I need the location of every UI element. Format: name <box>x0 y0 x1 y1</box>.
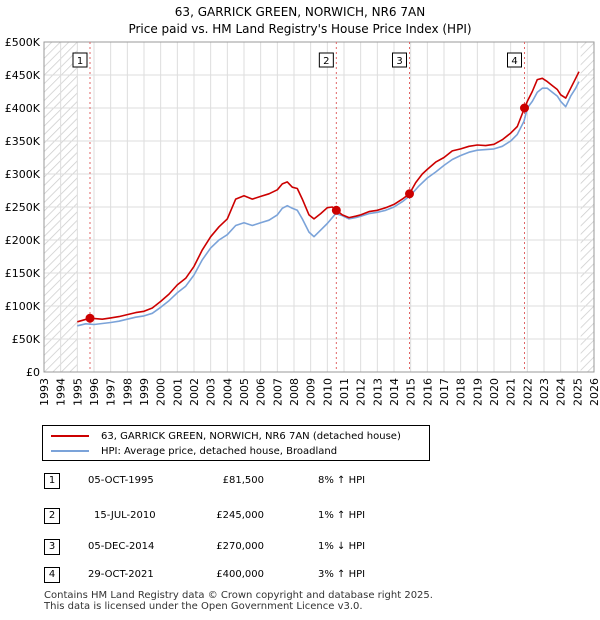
legend-swatch-hpi <box>51 450 89 452</box>
x-tick-label: 2004 <box>221 378 234 406</box>
legend-label-property: 63, GARRICK GREEN, NORWICH, NR6 7AN (det… <box>101 430 401 442</box>
price-chart: 63, GARRICK GREEN, NORWICH, NR6 7AN Pric… <box>5 5 600 406</box>
x-tick-label: 1993 <box>38 378 51 406</box>
sale-number: 1 <box>44 473 60 489</box>
x-tick-label: 1995 <box>71 378 84 406</box>
legend-item-hpi: HPI: Average price, detached house, Broa… <box>51 444 337 458</box>
y-tick-label: £350K <box>5 135 41 148</box>
x-tick-label: 2003 <box>205 378 218 406</box>
x-tick-label: 2001 <box>171 378 184 406</box>
sale-label-box <box>392 52 407 68</box>
x-tick-label: 2009 <box>305 378 318 406</box>
sale-point <box>405 189 414 199</box>
x-tick-label: 1997 <box>105 378 118 406</box>
y-tick-label: £0 <box>26 366 40 379</box>
x-tick-label: 2025 <box>571 378 584 406</box>
x-tick-label: 2022 <box>521 378 534 406</box>
sale-label: 3 <box>396 56 402 67</box>
legend-swatch-property <box>51 435 89 437</box>
sale-date: 05-OCT-1995 <box>88 475 154 486</box>
x-tick-label: 2000 <box>155 378 168 406</box>
sale-date: 05-DEC-2014 <box>88 541 155 552</box>
x-tick-label: 2015 <box>405 378 418 406</box>
footer: Contains HM Land Registry data © Crown c… <box>44 590 433 612</box>
sale-number: 4 <box>44 567 60 583</box>
plot-frame <box>43 41 595 373</box>
sale-label-box <box>318 52 334 68</box>
sale-price: £270,000 <box>216 541 264 552</box>
x-tick-label: 2007 <box>271 378 284 406</box>
x-tick-label: 2010 <box>321 378 334 406</box>
sale-label-box <box>507 52 522 68</box>
y-tick-label: £200K <box>5 234 41 247</box>
y-tick-label: £100K <box>5 300 41 313</box>
sale-hpi-change: 1% ↑ HPI <box>318 510 366 521</box>
x-tick-label: 2006 <box>255 378 268 406</box>
x-tick-label: 2020 <box>488 378 501 406</box>
x-tick-label: 2002 <box>188 378 201 406</box>
x-tick-label: 1999 <box>138 378 151 406</box>
sale-row: 3 05-DEC-2014 £270,000 1% ↓ HPI <box>0 538 600 558</box>
sale-hpi-change: 1% ↓ HPI <box>318 541 366 552</box>
sale-point <box>520 103 529 113</box>
y-tick-label: £450K <box>5 69 41 82</box>
sale-label: 2 <box>323 56 329 67</box>
sale-date: 29-OCT-2021 <box>88 569 154 580</box>
y-tick-label: £300K <box>5 168 41 181</box>
sale-hpi-change: 8% ↑ HPI <box>318 475 366 486</box>
sale-price: £81,500 <box>222 475 264 486</box>
x-tick-label: 2005 <box>238 378 251 406</box>
sale-number: 3 <box>44 539 60 555</box>
legend-item-property: 63, GARRICK GREEN, NORWICH, NR6 7AN (det… <box>51 429 401 443</box>
sale-hpi-change: 3% ↑ HPI <box>318 569 366 580</box>
y-tick-label: £50K <box>12 333 41 346</box>
x-tick-label: 2014 <box>388 378 401 406</box>
sale-label: 1 <box>77 56 83 67</box>
chart-subtitle: Price paid vs. HM Land Registry's House … <box>128 22 471 36</box>
x-tick-label: 2011 <box>338 378 351 406</box>
sale-point <box>331 205 341 215</box>
x-tick-label: 2018 <box>455 378 468 406</box>
sale-row: 4 29-OCT-2021 £400,000 3% ↑ HPI <box>0 566 600 586</box>
x-tick-label: 2019 <box>471 378 484 406</box>
sale-price: £245,000 <box>216 510 264 521</box>
sale-number: 2 <box>44 508 60 524</box>
x-tick-label: 2016 <box>421 378 434 406</box>
x-tick-label: 2013 <box>371 378 384 406</box>
sale-row: 2 15-JUL-2010 £245,000 1% ↑ HPI <box>0 507 600 527</box>
x-tick-label: 2008 <box>288 378 301 406</box>
x-tick-label: 1994 <box>55 378 68 406</box>
y-tick-label: £150K <box>5 267 41 280</box>
x-tick-label: 1998 <box>121 378 134 406</box>
x-tick-label: 2023 <box>538 378 551 406</box>
x-tick-label: 2021 <box>505 378 518 406</box>
sale-date: 15-JUL-2010 <box>94 510 156 521</box>
x-tick-label: 2017 <box>438 378 451 406</box>
chart-title: 63, GARRICK GREEN, NORWICH, NR6 7AN <box>175 5 425 19</box>
footer-licence: This data is licensed under the Open Gov… <box>44 601 363 612</box>
footer-copyright: Contains HM Land Registry data © Crown c… <box>44 590 433 601</box>
sale-price: £400,000 <box>216 569 264 580</box>
sale-label: 4 <box>511 56 517 67</box>
y-tick-label: £500K <box>5 36 41 49</box>
sale-row: 1 05-OCT-1995 £81,500 8% ↑ HPI <box>0 472 600 492</box>
sale-point <box>85 313 95 323</box>
x-tick-label: 2026 <box>588 378 600 406</box>
legend-label-hpi: HPI: Average price, detached house, Broa… <box>101 445 338 457</box>
x-tick-label: 2012 <box>355 378 368 406</box>
legend: 63, GARRICK GREEN, NORWICH, NR6 7AN (det… <box>42 425 430 461</box>
x-tick-label: 1996 <box>88 378 101 406</box>
y-tick-label: £400K <box>5 102 41 115</box>
y-tick-label: £250K <box>5 201 41 214</box>
x-tick-label: 2024 <box>555 378 568 406</box>
sale-label-box <box>72 52 88 68</box>
